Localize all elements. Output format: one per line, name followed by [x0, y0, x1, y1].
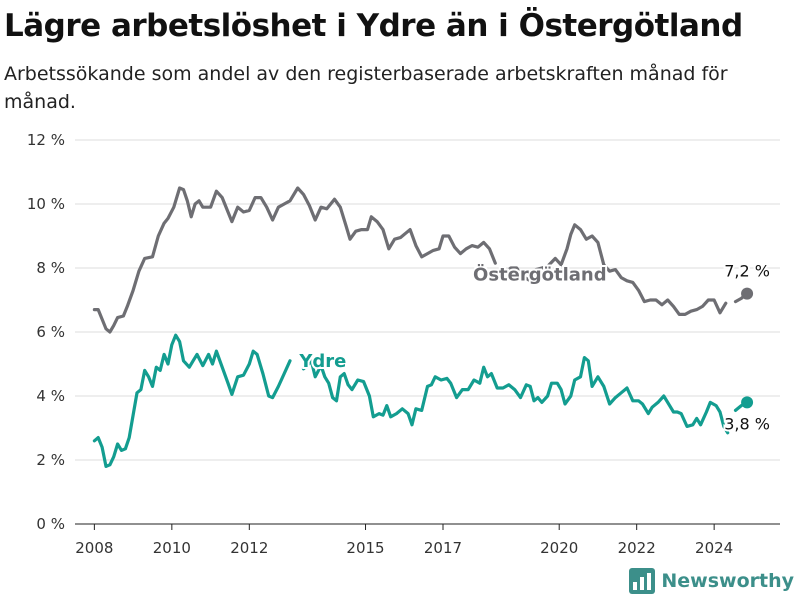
- y-tick-label: 0 %: [36, 515, 65, 533]
- series-label-ydre: Ydre: [298, 351, 346, 372]
- y-tick-label: 4 %: [36, 387, 65, 405]
- end-point-ydre: [741, 396, 754, 409]
- x-tick-label: 2017: [424, 539, 462, 557]
- chart-subtitle: Arbetssökande som andel av den registerb…: [4, 63, 728, 113]
- series-line-ydre: [301, 356, 730, 435]
- y-tick-label: 6 %: [36, 323, 65, 341]
- x-tick-label: 2010: [153, 539, 191, 557]
- x-axis-ticks: 2008 2010 2012 2015 2017 2020 2022 2024: [75, 524, 733, 557]
- x-tick-label: 2020: [540, 539, 578, 557]
- series-line-ydre: [92, 333, 292, 468]
- series-lines: [92, 186, 754, 468]
- x-tick-label: 2022: [618, 539, 656, 557]
- gridlines: [75, 139, 780, 525]
- series-label-ostergotland: Östergötland: [473, 263, 607, 285]
- brand-name: Newsworthy: [661, 570, 794, 592]
- x-tick-label: 2015: [346, 539, 384, 557]
- end-label-ostergotland: 7,2 %: [724, 262, 770, 281]
- series-line-ostergotland: [92, 186, 497, 334]
- y-tick-label: 2 %: [36, 451, 65, 469]
- x-tick-label: 2008: [75, 539, 113, 557]
- series-labels: Östergötland Ydre 7,2 % 3,8 %: [296, 260, 772, 436]
- y-tick-label: 8 %: [36, 259, 65, 277]
- end-point-ostergotland: [741, 287, 754, 300]
- y-axis-ticks: 0 % 2 % 4 % 6 % 8 % 10 % 12 %: [27, 131, 65, 533]
- y-tick-label: 10 %: [27, 195, 65, 213]
- newsworthy-logo-icon: [629, 568, 656, 594]
- brand-logo[interactable]: Newsworthy: [629, 568, 794, 594]
- series-line-ostergotland: [503, 223, 728, 316]
- chart-title: Lägre arbetslöshet i Ydre än i Östergötl…: [4, 8, 743, 44]
- x-tick-label: 2012: [230, 539, 268, 557]
- end-label-ydre: 3,8 %: [724, 414, 770, 433]
- y-tick-label: 12 %: [27, 131, 65, 149]
- x-tick-label: 2024: [695, 539, 733, 557]
